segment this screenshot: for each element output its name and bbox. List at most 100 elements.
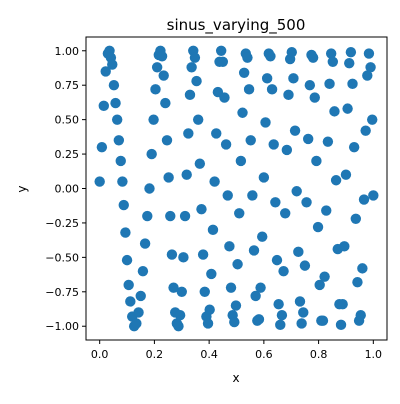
data-point bbox=[288, 73, 299, 84]
data-point bbox=[322, 136, 334, 147]
y-tick-label: 1.00 bbox=[55, 45, 80, 58]
data-point bbox=[257, 231, 268, 242]
data-point bbox=[302, 133, 314, 145]
data-point bbox=[137, 265, 149, 277]
data-point bbox=[173, 321, 184, 332]
data-point bbox=[232, 259, 243, 270]
data-point bbox=[191, 75, 202, 87]
y-tick-label: −0.50 bbox=[45, 251, 79, 264]
data-point bbox=[362, 70, 373, 81]
data-point bbox=[242, 52, 253, 63]
data-point bbox=[319, 271, 330, 282]
y-tick-label: 0.50 bbox=[55, 114, 80, 127]
data-point bbox=[215, 45, 227, 56]
data-point bbox=[273, 298, 284, 310]
data-point bbox=[324, 78, 335, 90]
x-tick-label: 0.0 bbox=[91, 348, 109, 361]
data-point bbox=[113, 135, 125, 146]
data-point bbox=[133, 307, 144, 318]
data-point bbox=[247, 190, 258, 201]
data-point bbox=[293, 246, 304, 258]
y-tick-label: −0.25 bbox=[45, 217, 79, 230]
data-point bbox=[196, 203, 207, 215]
x-axis: 0.0 0.2 0.4 0.6 0.8 1.0 bbox=[91, 340, 382, 361]
data-point bbox=[94, 176, 105, 187]
data-point bbox=[108, 80, 120, 91]
data-point bbox=[253, 314, 265, 325]
data-point bbox=[197, 249, 209, 260]
data-point bbox=[199, 286, 210, 297]
data-point bbox=[281, 144, 293, 156]
data-point bbox=[352, 276, 363, 288]
data-point bbox=[176, 286, 187, 297]
data-point bbox=[238, 67, 250, 79]
y-axis: −1.00 −0.75 −0.50 −0.25 0.00 0.25 0.50 0.75 1.00 bbox=[45, 45, 86, 333]
data-point bbox=[314, 279, 325, 291]
data-point bbox=[230, 300, 242, 311]
data-point bbox=[219, 92, 230, 103]
data-point bbox=[304, 80, 316, 91]
data-point bbox=[131, 318, 142, 329]
data-point bbox=[211, 128, 222, 139]
data-point bbox=[350, 213, 362, 224]
y-tick-label: 0.75 bbox=[55, 79, 80, 92]
data-point bbox=[179, 210, 191, 222]
x-tick-label: 0.6 bbox=[255, 348, 273, 361]
data-point bbox=[363, 48, 375, 59]
data-point bbox=[96, 141, 108, 153]
data-point bbox=[135, 290, 146, 302]
data-point bbox=[222, 190, 233, 201]
data-point bbox=[255, 282, 266, 293]
x-tick-label: 0.8 bbox=[310, 348, 328, 361]
data-point bbox=[125, 296, 136, 307]
data-point bbox=[161, 135, 173, 146]
data-point bbox=[286, 46, 297, 58]
data-point bbox=[207, 224, 219, 236]
data-point bbox=[237, 107, 248, 118]
data-point bbox=[234, 208, 245, 219]
x-axis-label: x bbox=[232, 371, 239, 385]
data-point bbox=[189, 52, 201, 63]
data-point bbox=[220, 139, 232, 150]
data-point bbox=[275, 319, 286, 331]
data-point bbox=[340, 169, 352, 180]
data-point bbox=[312, 221, 324, 233]
y-tick-label: 0.00 bbox=[55, 183, 80, 196]
data-point bbox=[146, 148, 157, 160]
data-point bbox=[266, 84, 278, 95]
data-point bbox=[339, 241, 350, 252]
data-point bbox=[151, 62, 163, 73]
data-point bbox=[368, 190, 379, 201]
data-point bbox=[243, 84, 255, 95]
data-point bbox=[107, 59, 118, 70]
data-point bbox=[111, 114, 123, 125]
data-point bbox=[178, 252, 189, 263]
data-point bbox=[294, 296, 306, 307]
data-point bbox=[325, 48, 337, 59]
data-point bbox=[317, 315, 329, 326]
data-point bbox=[115, 155, 126, 167]
data-point bbox=[165, 210, 176, 222]
data-point bbox=[296, 318, 307, 329]
data-point bbox=[100, 66, 111, 77]
data-point bbox=[150, 84, 161, 95]
data-point bbox=[271, 254, 283, 266]
y-tick-label: 0.25 bbox=[55, 148, 80, 161]
data-point bbox=[202, 318, 214, 329]
points-layer bbox=[94, 45, 379, 332]
data-point bbox=[98, 100, 109, 112]
data-point bbox=[311, 155, 322, 167]
data-point bbox=[344, 57, 355, 69]
data-point bbox=[301, 197, 312, 208]
data-point bbox=[118, 199, 129, 211]
data-point bbox=[258, 172, 270, 183]
data-point bbox=[321, 205, 332, 216]
data-point bbox=[235, 155, 247, 167]
data-point bbox=[330, 175, 342, 186]
data-point bbox=[261, 73, 273, 84]
data-point bbox=[307, 52, 319, 63]
data-point bbox=[204, 304, 215, 315]
data-point bbox=[184, 89, 196, 101]
